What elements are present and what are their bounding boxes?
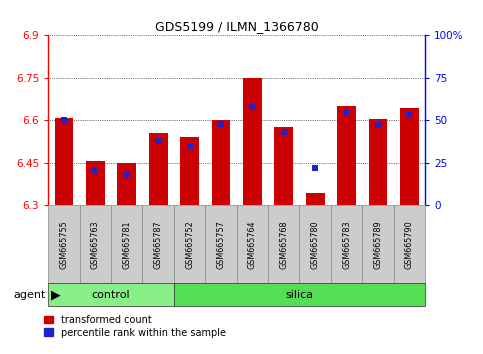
Text: GSM665763: GSM665763	[91, 220, 100, 269]
Legend: transformed count, percentile rank within the sample: transformed count, percentile rank withi…	[43, 315, 226, 337]
Text: GSM665757: GSM665757	[216, 220, 226, 269]
Text: GSM665789: GSM665789	[373, 220, 383, 269]
Point	[217, 121, 225, 127]
Point	[155, 138, 162, 144]
Text: silica: silica	[285, 290, 313, 300]
Text: GSM665764: GSM665764	[248, 220, 257, 269]
Point	[186, 143, 194, 149]
Point	[343, 109, 351, 115]
Text: agent: agent	[14, 290, 46, 300]
Point	[92, 169, 99, 174]
Text: GSM665783: GSM665783	[342, 220, 351, 269]
Point	[312, 165, 319, 171]
Point	[406, 113, 413, 118]
Bar	[369, 119, 387, 205]
Bar	[212, 120, 230, 205]
Bar	[86, 161, 105, 205]
Bar	[180, 137, 199, 205]
Point	[60, 118, 68, 123]
Point	[280, 130, 288, 135]
Bar	[243, 79, 262, 205]
Title: GDS5199 / ILMN_1366780: GDS5199 / ILMN_1366780	[155, 20, 319, 33]
Text: GSM665781: GSM665781	[122, 220, 131, 269]
Point	[374, 122, 382, 128]
Text: GSM665768: GSM665768	[279, 220, 288, 269]
Bar	[274, 127, 293, 205]
Bar	[117, 163, 136, 205]
Bar	[400, 108, 419, 205]
Bar	[149, 133, 168, 205]
Bar	[337, 106, 356, 205]
Point	[123, 172, 131, 178]
Text: GSM665752: GSM665752	[185, 220, 194, 269]
Text: GSM665780: GSM665780	[311, 220, 320, 269]
Text: GSM665755: GSM665755	[59, 220, 69, 269]
Text: ▶: ▶	[51, 288, 60, 301]
Bar	[306, 193, 325, 205]
Point	[249, 104, 256, 110]
Text: control: control	[92, 290, 130, 300]
Bar	[55, 118, 73, 205]
Text: GSM665787: GSM665787	[154, 220, 163, 269]
Text: GSM665790: GSM665790	[405, 220, 414, 269]
